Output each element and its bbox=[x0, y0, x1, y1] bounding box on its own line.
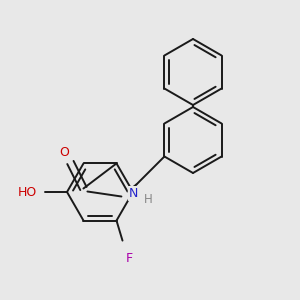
Text: HO: HO bbox=[17, 185, 37, 199]
Text: O: O bbox=[59, 146, 69, 159]
Text: F: F bbox=[126, 252, 133, 265]
Text: H: H bbox=[144, 193, 153, 206]
Text: N: N bbox=[129, 187, 138, 200]
